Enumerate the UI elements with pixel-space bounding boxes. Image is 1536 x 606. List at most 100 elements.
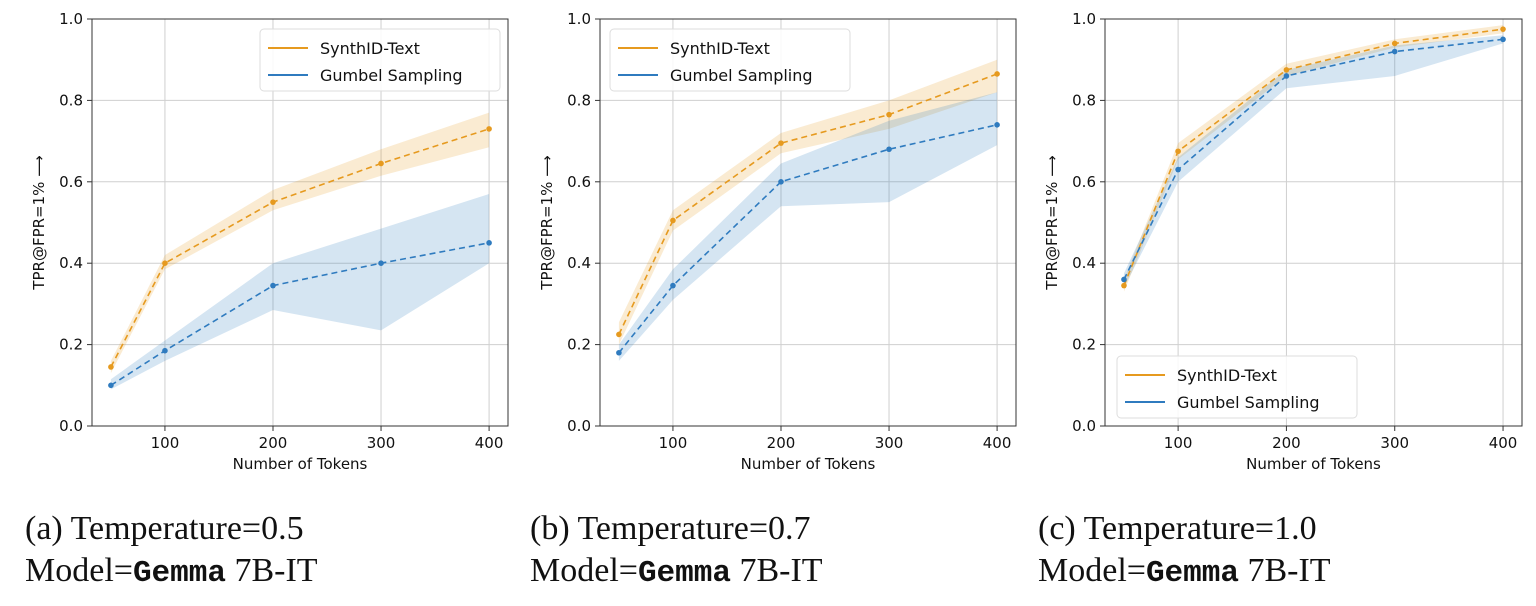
subfigure-caption: (a) Temperature=0.5 Model=Gemma 7B-IT <box>25 508 318 595</box>
y-tick-label: 0.6 <box>59 173 83 191</box>
confidence-band-gumbel <box>110 194 490 390</box>
data-point-gumbel <box>1283 73 1290 79</box>
data-point-synthid <box>1175 148 1181 155</box>
legend-label: Gumbel Sampling <box>1177 393 1320 412</box>
data-point-gumbel <box>886 146 892 153</box>
caption-temperature: (a) Temperature=0.5 <box>25 510 304 547</box>
legend-label: Gumbel Sampling <box>320 66 463 85</box>
caption-model-name: Gemma <box>132 556 226 591</box>
subfigure-caption: (b) Temperature=0.7 Model=Gemma 7B-IT <box>530 508 823 595</box>
axes-frame <box>599 18 1017 427</box>
data-point-synthid <box>994 71 1000 77</box>
confidence-band-gumbel <box>618 92 998 361</box>
y-tick-label: 0.2 <box>1072 336 1096 354</box>
caption-temperature: (c) Temperature=1.0 <box>1038 510 1317 547</box>
x-tick-label: 400 <box>1489 434 1518 452</box>
data-point-synthid <box>1283 67 1290 73</box>
caption-model: Model=Gemma 7B-IT <box>25 550 318 595</box>
legend-box <box>259 28 501 92</box>
confidence-band-synthid <box>110 112 490 374</box>
x-axis-label: Number of Tokens <box>1246 455 1381 473</box>
y-tick-label: 1.0 <box>1072 10 1096 28</box>
legend-label: Gumbel Sampling <box>670 66 813 85</box>
x-tick-label: 200 <box>259 434 288 452</box>
legend-label: SynthID-Text <box>1177 366 1277 385</box>
caption-model-prefix: Model= <box>25 552 133 589</box>
series-line-synthid <box>618 73 998 335</box>
panel-a: 100 200 300 400 0.0 0.2 0.4 0.6 0.8 1.0 Number of … <box>30 10 509 473</box>
x-tick-label: 200 <box>1272 434 1301 452</box>
data-point-gumbel <box>270 282 276 289</box>
x-tick-label: 100 <box>151 434 180 452</box>
x-tick-label: 400 <box>983 434 1012 452</box>
y-axis-label: TPR@FPR=1% ⟶ <box>538 155 556 290</box>
caption-model-suffix: 7B-IT <box>1238 552 1331 589</box>
series-line-gumbel <box>618 124 998 354</box>
caption-model-prefix: Model= <box>1038 552 1146 589</box>
y-tick-label: 1.0 <box>59 10 83 28</box>
legend: SynthID-Text Gumbel Sampling <box>609 28 851 92</box>
data-point-synthid <box>1391 40 1398 47</box>
data-point-gumbel <box>108 382 114 389</box>
y-tick-label: 1.0 <box>567 10 591 28</box>
caption-model-suffix: 7B-IT <box>225 552 318 589</box>
confidence-band-gumbel <box>1123 35 1504 288</box>
y-tick-label: 0.4 <box>59 254 83 272</box>
data-point-gumbel <box>486 240 492 246</box>
data-point-gumbel <box>670 282 676 289</box>
y-tick-label: 0.6 <box>567 173 591 191</box>
y-tick-label: 0.0 <box>59 417 83 435</box>
y-tick-label: 0.4 <box>1072 254 1096 272</box>
y-tick-label: 0.2 <box>567 336 591 354</box>
y-tick-label: 0.2 <box>59 336 83 354</box>
data-point-gumbel <box>1500 36 1506 43</box>
y-tick-label: 0.8 <box>1072 91 1096 109</box>
data-point-gumbel <box>616 349 622 356</box>
x-axis-label: Number of Tokens <box>741 455 876 473</box>
caption-model-suffix: 7B-IT <box>730 552 823 589</box>
legend-box <box>609 28 851 92</box>
legend-label: SynthID-Text <box>320 39 420 58</box>
data-point-synthid <box>108 364 114 370</box>
data-point-synthid <box>486 126 492 132</box>
legend-label: SynthID-Text <box>670 39 770 58</box>
caption-model-name: Gemma <box>637 556 731 591</box>
data-point-gumbel <box>162 347 168 354</box>
axes-frame <box>1104 18 1523 427</box>
data-point-gumbel <box>1175 166 1181 173</box>
axes-frame <box>91 18 509 427</box>
data-point-gumbel <box>1121 276 1127 283</box>
y-tick-label: 0.4 <box>567 254 591 272</box>
y-tick-label: 0.0 <box>1072 417 1096 435</box>
data-point-synthid <box>162 260 168 267</box>
y-tick-label: 0.6 <box>1072 173 1096 191</box>
caption-model-name: Gemma <box>1145 556 1239 591</box>
y-tick-label: 0.8 <box>567 91 591 109</box>
data-point-synthid <box>270 199 276 205</box>
x-tick-label: 300 <box>367 434 396 452</box>
data-point-synthid <box>1500 26 1506 32</box>
data-point-gumbel <box>994 122 1000 128</box>
data-point-synthid <box>778 140 784 146</box>
data-point-synthid <box>616 331 622 338</box>
panel-b: 100 200 300 400 0.0 0.2 0.4 0.6 0.8 1.0 Number of … <box>538 10 1017 473</box>
y-axis-label: TPR@FPR=1% ⟶ <box>30 155 48 290</box>
x-tick-label: 300 <box>875 434 904 452</box>
x-tick-label: 200 <box>767 434 796 452</box>
data-point-gumbel <box>378 260 384 267</box>
caption-model-prefix: Model= <box>530 552 638 589</box>
data-point-synthid <box>1121 282 1127 289</box>
caption-model: Model=Gemma 7B-IT <box>1038 550 1331 595</box>
y-tick-label: 0.0 <box>567 417 591 435</box>
x-tick-label: 300 <box>1380 434 1409 452</box>
x-axis-label: Number of Tokens <box>233 455 368 473</box>
data-point-gumbel <box>1391 48 1398 55</box>
legend: SynthID-Text Gumbel Sampling <box>1116 355 1358 419</box>
caption-model: Model=Gemma 7B-IT <box>530 550 823 595</box>
subfigure-caption: (c) Temperature=1.0 Model=Gemma 7B-IT <box>1038 508 1331 595</box>
y-tick-label: 0.8 <box>59 91 83 109</box>
x-tick-label: 100 <box>1164 434 1193 452</box>
x-tick-label: 100 <box>659 434 688 452</box>
legend-box <box>1116 355 1358 419</box>
